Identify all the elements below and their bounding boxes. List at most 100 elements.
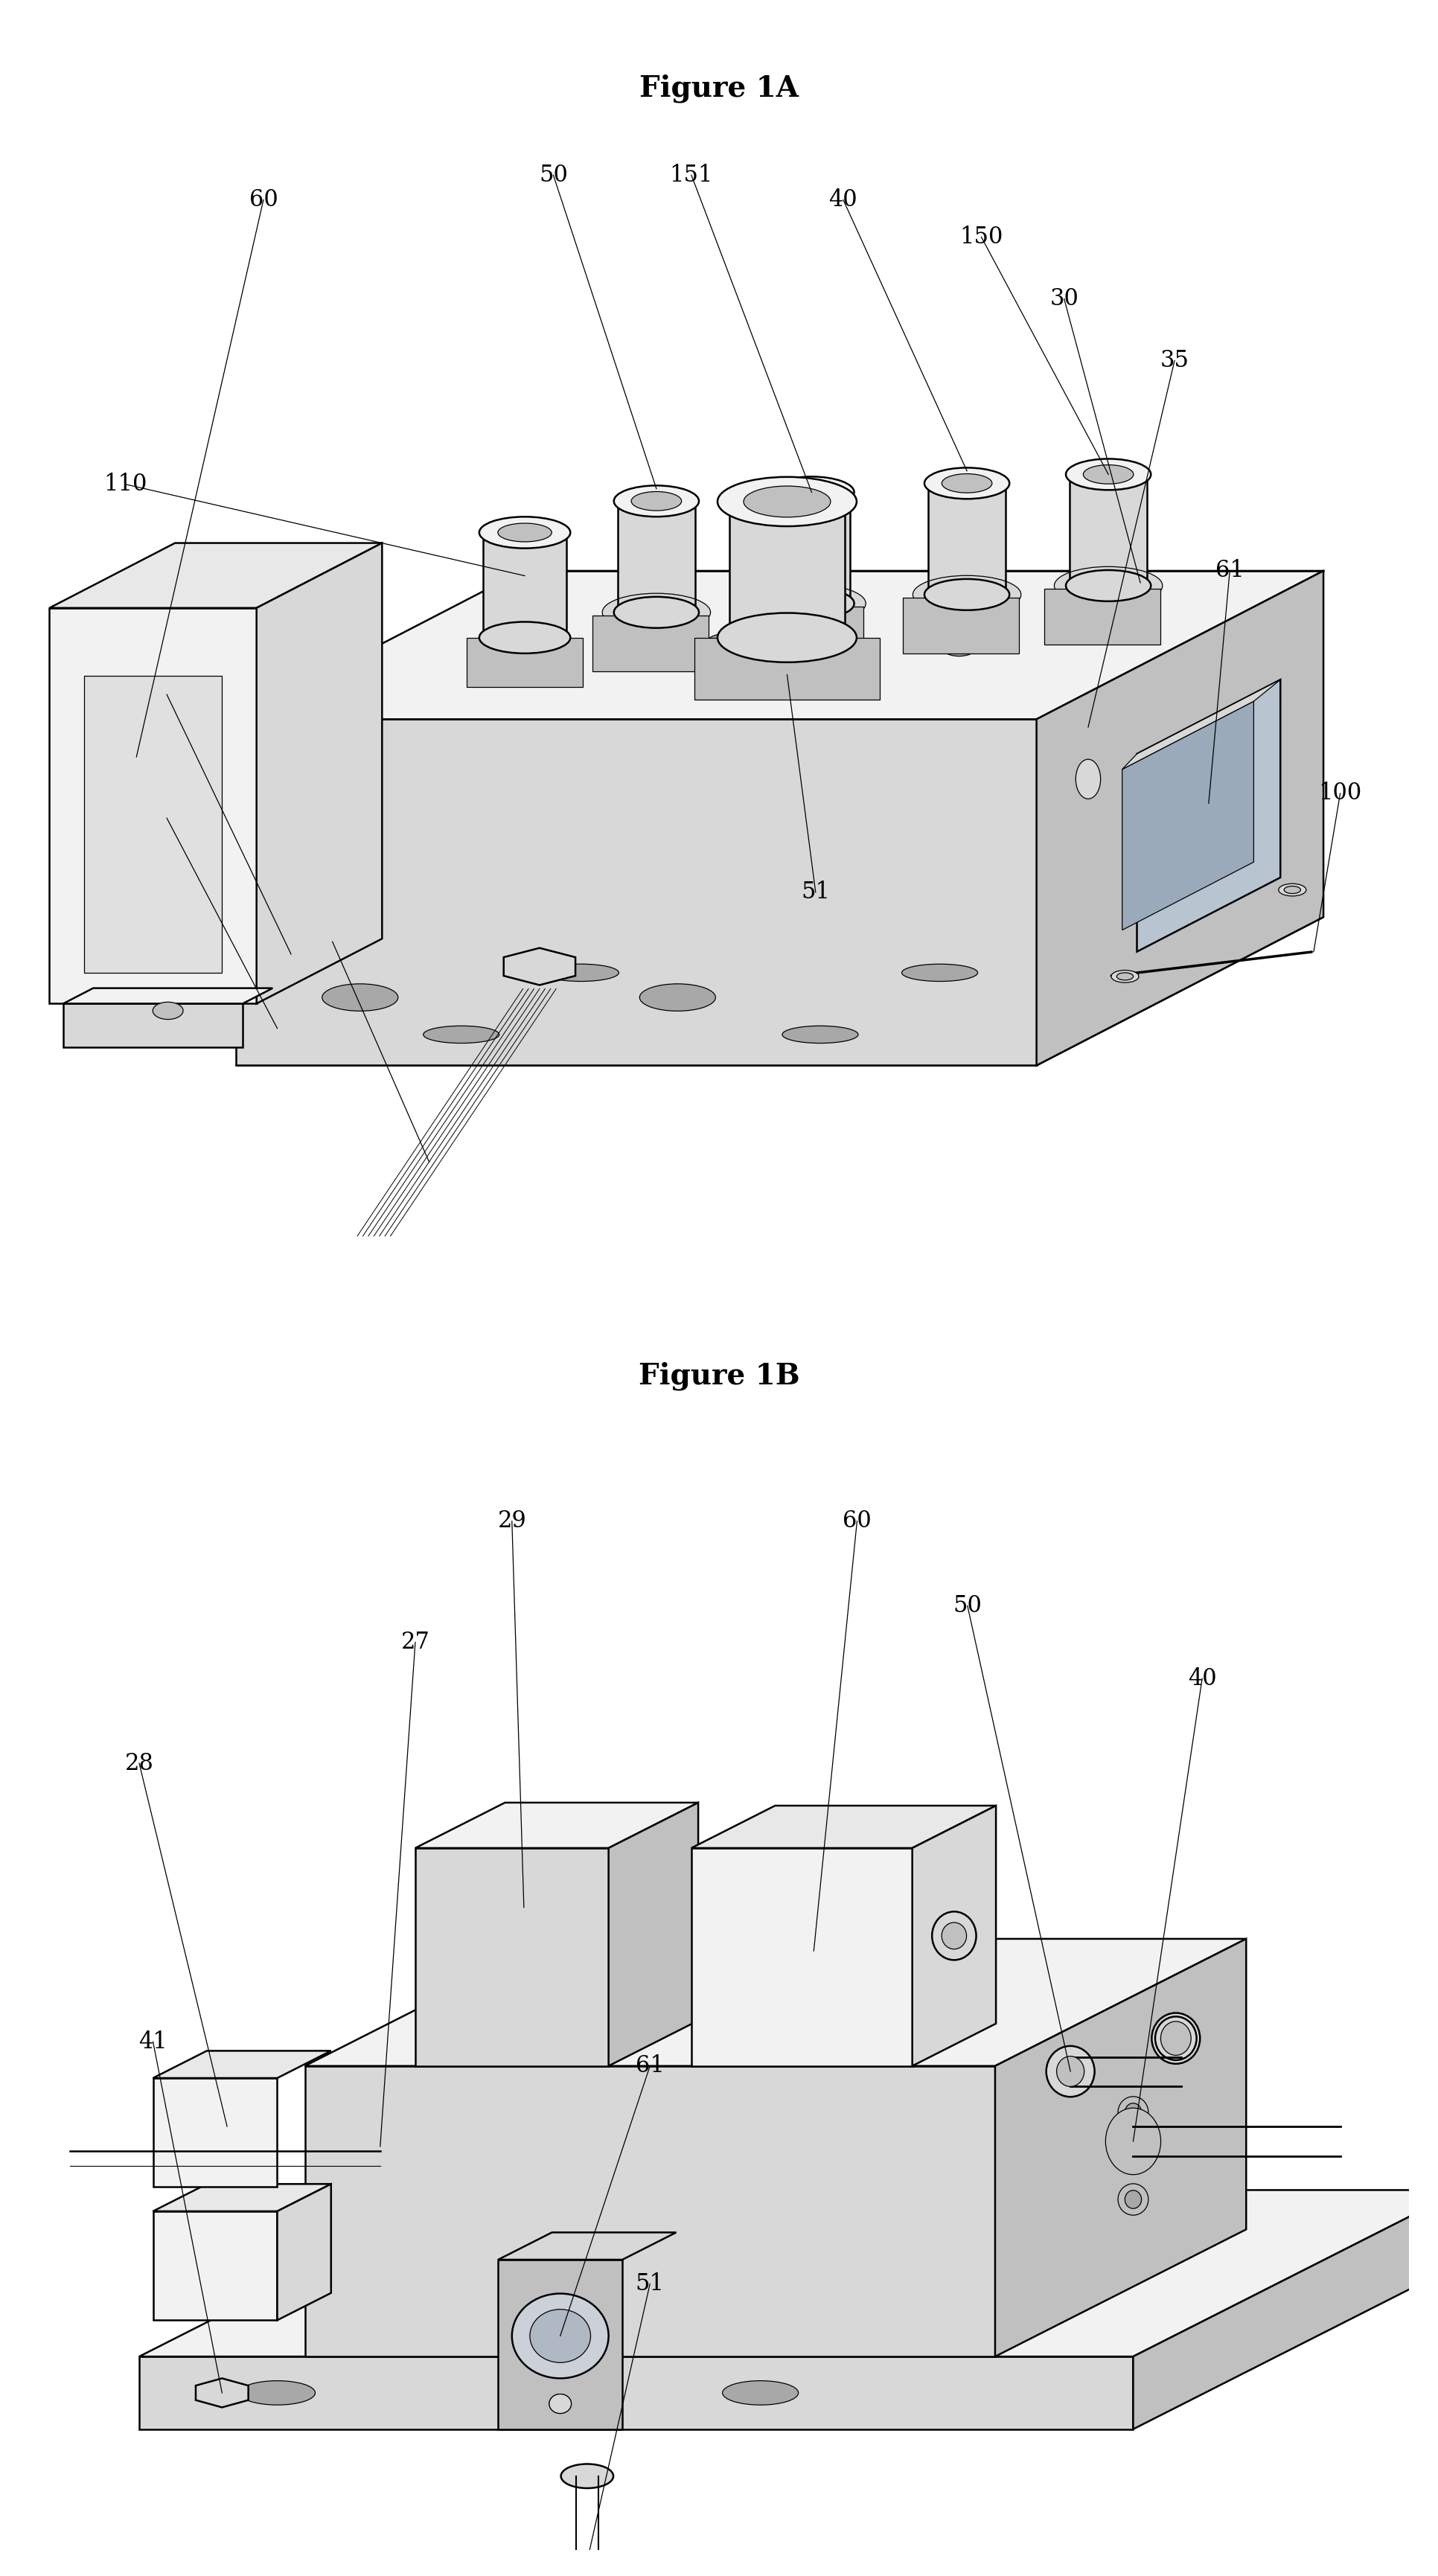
Ellipse shape [902,963,978,981]
Text: Figure 1B: Figure 1B [638,1363,800,1391]
Polygon shape [416,1803,699,1847]
Polygon shape [236,572,1323,719]
Polygon shape [236,917,1323,1066]
Circle shape [512,2293,608,2378]
Ellipse shape [942,474,992,492]
Ellipse shape [1076,760,1100,799]
Ellipse shape [1106,2107,1160,2174]
Circle shape [529,2308,591,2362]
Text: 51: 51 [801,881,830,904]
Text: 151: 151 [670,165,713,185]
Text: 60: 60 [249,188,278,211]
Polygon shape [63,989,273,1005]
Text: 30: 30 [1050,289,1078,309]
Polygon shape [929,484,1005,595]
Polygon shape [49,544,383,608]
Text: 40: 40 [1188,1667,1217,1690]
Ellipse shape [1054,567,1162,605]
Polygon shape [498,2259,623,2429]
Polygon shape [1122,701,1254,930]
Circle shape [549,2393,571,2414]
Ellipse shape [1038,2223,1114,2241]
Ellipse shape [614,598,699,629]
Ellipse shape [932,1911,976,1960]
Ellipse shape [782,1025,858,1043]
Polygon shape [729,502,846,639]
Ellipse shape [561,2465,614,2488]
Text: 15: 15 [318,930,347,953]
Ellipse shape [1152,2012,1201,2063]
Text: 61: 61 [1215,559,1244,582]
Polygon shape [305,1940,1247,2066]
Ellipse shape [1125,2102,1142,2123]
Ellipse shape [942,1922,966,1950]
Polygon shape [1137,680,1280,951]
Text: 41: 41 [152,683,181,706]
Ellipse shape [603,592,710,631]
Text: 100: 100 [1319,783,1362,804]
Text: 50: 50 [953,1595,982,1618]
Polygon shape [995,1940,1247,2357]
Polygon shape [1070,474,1148,585]
Ellipse shape [1083,464,1133,484]
Ellipse shape [705,634,743,657]
Polygon shape [618,502,695,613]
Polygon shape [1122,680,1280,770]
Polygon shape [152,2079,278,2187]
Text: 35: 35 [1160,350,1189,371]
Ellipse shape [479,621,571,654]
Text: 50: 50 [539,165,568,185]
Polygon shape [1037,572,1323,1066]
Ellipse shape [1117,2097,1149,2128]
Ellipse shape [555,2223,631,2241]
Text: 27: 27 [401,1631,430,1654]
Polygon shape [236,719,1037,1066]
Text: 51: 51 [636,2272,664,2295]
Ellipse shape [940,634,978,657]
Polygon shape [903,598,1020,654]
Text: 28: 28 [125,1752,154,1775]
Polygon shape [196,2378,249,2409]
Polygon shape [83,675,221,974]
Text: Figure 1A: Figure 1A [640,75,798,103]
Ellipse shape [1125,2190,1142,2208]
Ellipse shape [498,523,552,541]
Text: 29: 29 [498,1510,526,1533]
Polygon shape [608,1803,699,2066]
Polygon shape [692,1806,997,1847]
Ellipse shape [614,484,699,518]
Text: 31: 31 [152,806,181,829]
Ellipse shape [544,963,618,981]
Ellipse shape [925,469,1009,500]
Text: 150: 150 [959,227,1004,247]
Polygon shape [139,2357,1133,2429]
Polygon shape [592,616,709,672]
Ellipse shape [1117,974,1133,979]
Ellipse shape [239,2380,315,2406]
Polygon shape [256,544,383,1005]
Circle shape [549,2393,571,2414]
Ellipse shape [423,2287,499,2308]
Polygon shape [416,1847,608,2066]
Polygon shape [152,2050,331,2079]
Ellipse shape [1112,971,1139,981]
Ellipse shape [1117,2184,1149,2215]
Ellipse shape [423,1025,499,1043]
Text: 60: 60 [843,1510,871,1533]
Polygon shape [63,1005,243,1046]
Polygon shape [774,492,850,603]
Polygon shape [695,639,880,701]
Text: 110: 110 [104,474,147,495]
Ellipse shape [925,580,1009,611]
Ellipse shape [322,984,398,1010]
Text: 41: 41 [138,2030,167,2053]
Polygon shape [503,948,575,984]
Ellipse shape [631,492,682,510]
Polygon shape [49,608,256,1005]
Polygon shape [1044,590,1160,644]
Polygon shape [1133,2190,1438,2429]
Polygon shape [692,1847,912,2066]
Polygon shape [748,605,864,662]
Polygon shape [278,2184,331,2321]
Text: 40: 40 [828,188,857,211]
